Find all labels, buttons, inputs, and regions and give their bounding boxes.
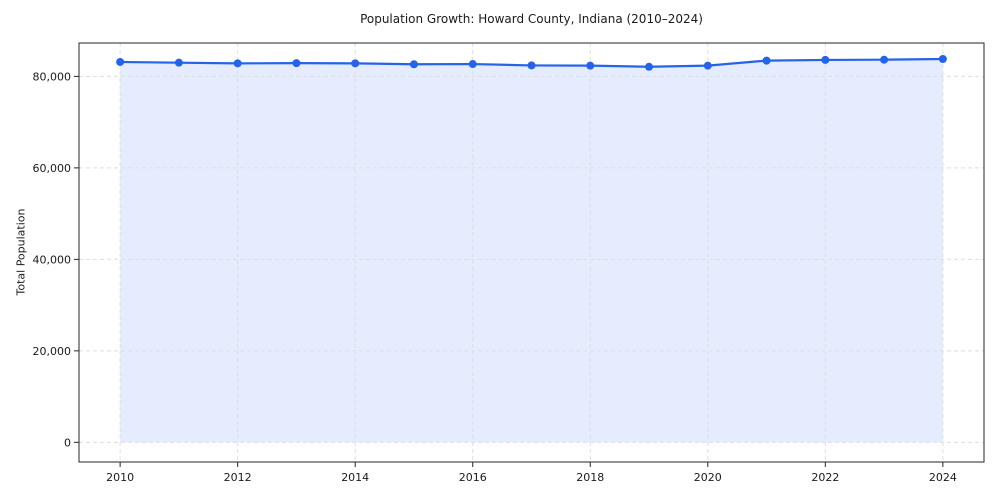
x-tick-label: 2012 — [224, 471, 252, 484]
area-fill — [120, 59, 943, 443]
y-tick-label: 40,000 — [33, 253, 72, 266]
plot-background — [79, 43, 984, 462]
y-tick-label: 60,000 — [33, 162, 72, 175]
x-tick-label: 2020 — [694, 471, 722, 484]
x-tick-label: 2024 — [929, 471, 957, 484]
data-point — [351, 59, 360, 68]
data-point — [233, 59, 242, 68]
y-tick-label: 80,000 — [33, 70, 72, 83]
data-point — [468, 60, 477, 69]
data-point — [645, 62, 654, 71]
x-tick-label: 2014 — [341, 471, 369, 484]
data-point — [938, 55, 947, 64]
data-point — [409, 60, 418, 69]
plot-frame — [78, 42, 985, 463]
data-point — [762, 56, 771, 65]
data-point — [703, 61, 712, 70]
data-point — [116, 57, 125, 66]
y-axis-label: Total Population — [14, 208, 28, 296]
x-tick-label: 2022 — [811, 471, 839, 484]
data-point — [174, 58, 183, 67]
data-point — [586, 61, 595, 70]
chart-title: Population Growth: Howard County, Indian… — [360, 12, 703, 26]
y-tick-label: 20,000 — [33, 345, 72, 358]
data-point — [527, 61, 536, 70]
data-point — [821, 55, 830, 64]
y-tick-label: 0 — [64, 436, 71, 449]
data-point — [880, 55, 889, 64]
x-tick-label: 2016 — [459, 471, 487, 484]
data-point — [292, 59, 301, 68]
x-tick-label: 2010 — [106, 471, 134, 484]
x-tick-label: 2018 — [576, 471, 604, 484]
